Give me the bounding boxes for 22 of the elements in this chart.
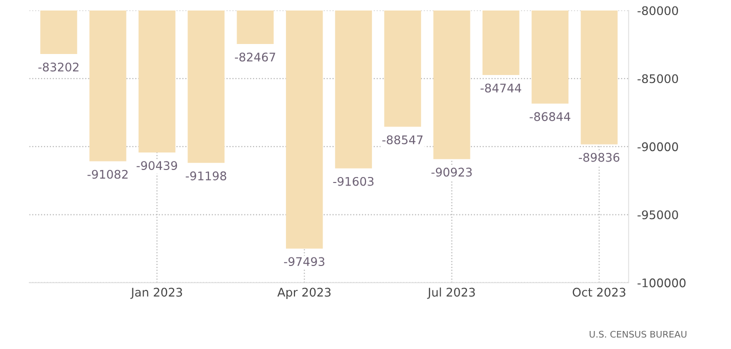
data-label: -90923	[431, 168, 472, 177]
data-label: -89836	[578, 152, 620, 162]
y-tick-label: -90000	[638, 142, 678, 152]
x-tick-label: Jan 2023	[130, 288, 182, 299]
x-tick-label: Oct 2023	[572, 288, 626, 297]
data-label: -83202	[38, 62, 78, 72]
x-tick-label: Jul 2023	[427, 288, 475, 299]
data-label: -91198	[186, 171, 226, 180]
data-label: -82467	[234, 52, 276, 62]
text: U.S. CENSUS BUREAU	[590, 330, 686, 338]
data-label: -90439	[136, 161, 178, 170]
data-label: -84744	[480, 84, 522, 93]
y-tick-label: -80000	[638, 6, 678, 16]
data-label: -86844	[530, 112, 570, 122]
data-label: -91082	[88, 170, 128, 179]
data-label: -91603	[333, 176, 374, 186]
x-tick-label: Apr 2023	[277, 288, 331, 299]
y-tick-label: -85000	[638, 74, 678, 84]
y-tick-label: -95000	[638, 210, 678, 220]
data-label: -97493	[284, 257, 324, 266]
data-label: -88547	[382, 135, 423, 144]
y-tick-label: -100000	[638, 278, 686, 288]
